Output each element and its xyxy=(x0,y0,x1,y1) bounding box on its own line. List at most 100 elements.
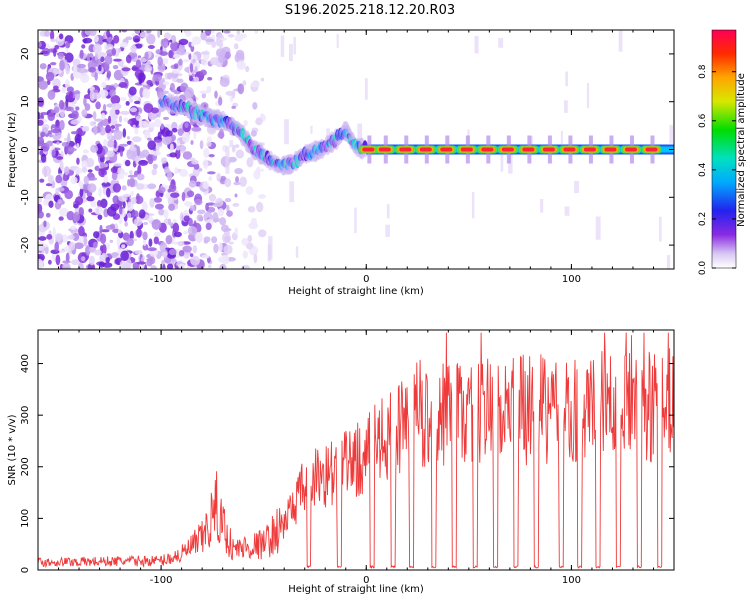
noise-blob xyxy=(191,41,195,47)
noise-streak xyxy=(574,180,579,194)
noise-blob xyxy=(93,231,100,239)
snr-ytick-label: 0 xyxy=(20,567,31,573)
noise-blob xyxy=(47,259,52,265)
noise-blob xyxy=(192,58,196,63)
snr-ylabel: SNR (10 * v/v) xyxy=(7,414,18,485)
noise-blob xyxy=(81,109,88,118)
noise-blob xyxy=(235,149,245,159)
noise-blob xyxy=(133,218,143,227)
noise-blob xyxy=(136,227,142,238)
noise-blob xyxy=(168,203,175,211)
noise-blob xyxy=(61,141,69,147)
noise-streak xyxy=(386,204,390,219)
heatmap-ytick-label: -10 xyxy=(20,189,31,205)
noise-blob xyxy=(197,209,206,215)
noise-blob xyxy=(178,38,189,46)
noise-blob xyxy=(171,127,178,133)
noise-blob xyxy=(167,72,173,80)
noise-blob xyxy=(133,100,141,105)
noise-blob xyxy=(109,239,114,243)
noise-blob xyxy=(227,34,235,38)
noise-blob xyxy=(55,174,63,184)
peak-center xyxy=(378,147,391,152)
noise-blob xyxy=(38,145,42,152)
noise-blob xyxy=(43,220,47,228)
noise-blob xyxy=(205,30,212,37)
noise-blob xyxy=(192,167,200,177)
noise-blob xyxy=(138,120,149,129)
noise-blob xyxy=(157,56,163,67)
noise-blob xyxy=(218,241,223,253)
noise-streak xyxy=(295,246,299,258)
snr-xlabel: Height of straight line (km) xyxy=(288,584,424,595)
noise-blob xyxy=(107,140,115,148)
noise-blob xyxy=(84,103,91,111)
noise-blob xyxy=(39,63,47,70)
noise-streak xyxy=(474,35,479,54)
noise-blob xyxy=(124,159,131,167)
noise-blob xyxy=(136,145,141,157)
noise-streak xyxy=(284,119,289,145)
noise-blob xyxy=(89,255,95,266)
noise-blob xyxy=(217,96,223,106)
noise-blob xyxy=(235,176,239,184)
noise-blob xyxy=(130,196,137,205)
noise-blob xyxy=(169,39,173,43)
noise-blob xyxy=(182,245,192,253)
noise-blob xyxy=(134,127,139,135)
noise-blob xyxy=(100,118,110,127)
noise-blob xyxy=(258,194,266,199)
noise-blob xyxy=(39,178,45,183)
noise-streak xyxy=(595,216,601,240)
noise-blob xyxy=(52,226,56,238)
noise-blob xyxy=(72,90,81,95)
noise-blob xyxy=(194,198,203,206)
noise-streak xyxy=(364,78,368,100)
noise-blob xyxy=(50,30,55,41)
noise-blob xyxy=(100,233,107,245)
noise-blob xyxy=(94,206,104,215)
noise-blob xyxy=(182,59,190,63)
noise-blob xyxy=(81,167,88,173)
noise-blob xyxy=(76,157,80,165)
noise-blob xyxy=(203,148,210,159)
noise-streak xyxy=(560,130,563,144)
noise-blob xyxy=(142,231,148,241)
noise-blob xyxy=(131,136,142,143)
noise-blob xyxy=(119,260,126,269)
noise-blob xyxy=(130,191,134,197)
noise-blob xyxy=(62,260,71,264)
noise-blob xyxy=(46,233,53,240)
noise-blob xyxy=(45,71,55,82)
peak-center xyxy=(481,147,494,152)
noise-blob xyxy=(80,256,86,262)
noise-blob xyxy=(195,232,203,239)
noise-streak xyxy=(540,198,544,213)
noise-blob xyxy=(130,45,137,53)
snr-frame xyxy=(37,329,675,571)
peak-center xyxy=(501,147,514,152)
noise-blob xyxy=(144,264,148,269)
noise-blob xyxy=(101,244,107,255)
noise-blob xyxy=(119,97,127,101)
band-core xyxy=(665,146,670,153)
noise-blob xyxy=(160,157,168,164)
heatmap-plot-area xyxy=(38,30,674,269)
heatmap-ytick-label: 20 xyxy=(20,48,31,61)
noise-blob xyxy=(203,239,209,244)
noise-blob xyxy=(38,119,44,126)
noise-blob xyxy=(71,110,79,120)
noise-blob xyxy=(122,128,127,138)
noise-blob xyxy=(82,149,90,154)
noise-blob xyxy=(184,30,192,37)
noise-blob xyxy=(83,175,90,185)
noise-blob xyxy=(86,196,95,202)
noise-blob xyxy=(127,174,138,178)
noise-blob xyxy=(62,262,71,269)
noise-blob xyxy=(189,253,194,258)
noise-blob xyxy=(130,96,140,101)
noise-blob xyxy=(66,86,74,93)
noise-blob xyxy=(126,238,134,247)
noise-blob xyxy=(146,30,152,34)
noise-blob xyxy=(59,160,64,170)
